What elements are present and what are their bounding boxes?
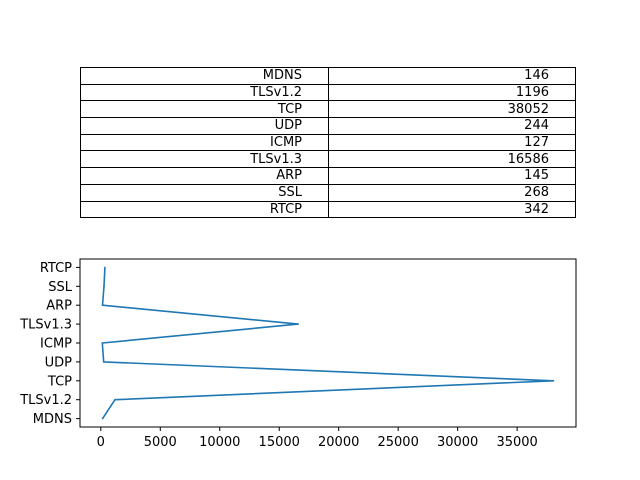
- table-row: MDNS 146: [80, 67, 576, 85]
- table-cell-count: 38052: [328, 100, 576, 119]
- table-row: RTCP 342: [80, 200, 576, 219]
- data-point: [101, 342, 104, 344]
- y-tick-label: TLSv1.2: [19, 393, 72, 408]
- x-tick-label: 35000: [496, 435, 537, 450]
- y-tick-label: TCP: [47, 374, 72, 389]
- data-point: [114, 398, 116, 401]
- y-tick-label: ARP: [46, 299, 72, 314]
- x-tick-label: 30000: [437, 435, 478, 450]
- x-tick-label: 25000: [377, 435, 418, 450]
- table-row: SSL 268: [80, 183, 576, 202]
- x-tick-label: 0: [97, 435, 105, 450]
- table-cell-protocol: MDNS: [80, 67, 329, 85]
- series-line: [101, 267, 555, 420]
- table-body: MDNS 146 TLSv1.2 1196 TCP 38052 UDP 244 ICMP 127 T…: [80, 67, 576, 219]
- data-point: [102, 361, 105, 363]
- data-point: [552, 380, 555, 382]
- data-point: [297, 323, 299, 325]
- y-tick-label: SSL: [48, 280, 73, 295]
- x-tick-label: 15000: [259, 435, 300, 450]
- table-row: ARP 145: [80, 167, 576, 185]
- data-point: [104, 266, 106, 269]
- table-cell-count: 145: [328, 167, 576, 185]
- y-tick-label: MDNS: [33, 412, 72, 427]
- plot-frame: [79, 258, 577, 428]
- table-row: TLSv1.2 1196: [80, 83, 576, 102]
- data-point: [103, 285, 105, 288]
- table-row: ICMP 127: [80, 133, 576, 152]
- y-tick-label: TLSv1.3: [19, 318, 72, 333]
- table-cell-protocol: RTCP: [80, 200, 329, 219]
- table-cell-count: 146: [328, 67, 576, 85]
- x-tick-label: 20000: [318, 435, 359, 450]
- data-table: MDNS 146 TLSv1.2 1196 TCP 38052 UDP 244 ICMP 127 T…: [80, 67, 576, 219]
- table-row: TCP 38052: [80, 100, 576, 119]
- table-cell-count: 1196: [328, 83, 576, 102]
- table-cell-count: 342: [328, 200, 576, 219]
- y-tick-label: UDP: [45, 355, 73, 370]
- data-point: [101, 304, 104, 307]
- table-cell-protocol: TCP: [80, 100, 329, 119]
- y-tick-label: ICMP: [40, 337, 72, 352]
- plot-area: MDNS TLSv1.2 TCP UDP ICMP TLSv1.3 ARP SSL RTCP 0 5…: [19, 258, 577, 450]
- data-point: [101, 417, 104, 420]
- x-tick-label: 5000: [144, 435, 177, 450]
- table-cell-protocol: TLSv1.2: [80, 83, 329, 102]
- x-tick-label: 10000: [199, 435, 240, 450]
- y-tick-label: RTCP: [40, 261, 72, 276]
